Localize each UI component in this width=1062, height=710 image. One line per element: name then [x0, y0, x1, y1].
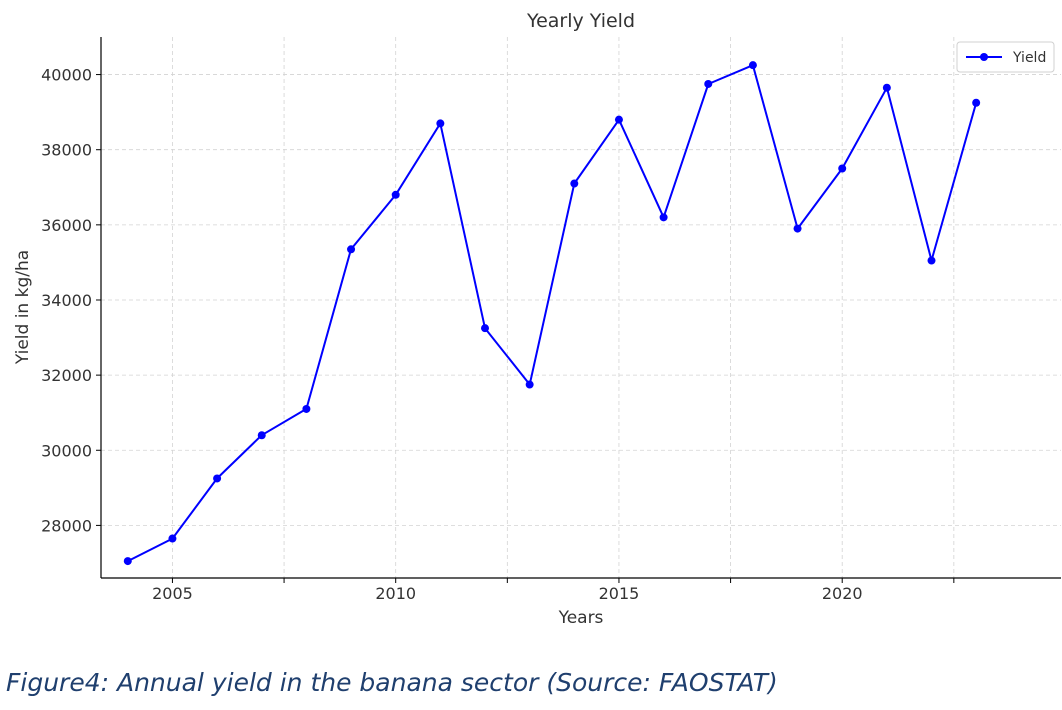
line-chart: 2005 2010 2015 2020 28000 30000 32000 34000 3600…: [13, 10, 1061, 628]
y-tick-label: 32000: [41, 366, 92, 385]
data-point: [347, 245, 356, 254]
figure-caption: Figure4: Annual yield in the banana sect…: [6, 668, 778, 697]
data-point: [748, 61, 757, 70]
legend-label: Yield: [1012, 50, 1046, 66]
y-tick-label: 28000: [41, 516, 92, 535]
data-point: [481, 324, 489, 333]
y-tick-label: 36000: [41, 216, 92, 235]
axes: [96, 37, 1061, 583]
y-tick-label: 38000: [41, 141, 92, 160]
data-point: [525, 380, 534, 389]
data-point: [793, 224, 802, 233]
series-line-yield: [127, 64, 978, 562]
x-tick-label: 2005: [152, 584, 193, 603]
data-point: [168, 534, 177, 543]
data-point: [614, 115, 623, 124]
data-point: [391, 190, 400, 199]
data-point: [123, 557, 132, 566]
x-tick-label: 2020: [822, 584, 863, 603]
legend: Yield: [956, 41, 1055, 73]
y-tick-label: 30000: [41, 441, 92, 460]
y-axis-label: Yield in kg/ha: [13, 250, 33, 365]
data-point: [570, 179, 579, 188]
legend-box: [956, 41, 1055, 73]
data-point: [213, 474, 222, 483]
tick-labels: 2005 2010 2015 2020 28000 30000 32000 34000 3600…: [41, 66, 862, 603]
data-point: [972, 98, 981, 107]
data-point: [659, 213, 668, 222]
chart-title: Yearly Yield: [526, 10, 635, 32]
series-layer: [123, 61, 981, 566]
x-axis-label: Years: [558, 608, 604, 628]
data-point: [302, 404, 311, 413]
x-tick-label: 2010: [375, 584, 416, 603]
grid-lines: [101, 37, 1061, 578]
x-tick-label: 2015: [599, 584, 640, 603]
data-point: [927, 256, 936, 265]
data-point: [257, 431, 266, 440]
data-point: [882, 83, 891, 92]
legend-marker: [980, 53, 988, 61]
data-point: [704, 79, 713, 88]
data-point: [838, 164, 847, 173]
y-tick-label: 34000: [41, 291, 92, 310]
data-point: [436, 119, 445, 128]
y-tick-label: 40000: [41, 66, 92, 85]
